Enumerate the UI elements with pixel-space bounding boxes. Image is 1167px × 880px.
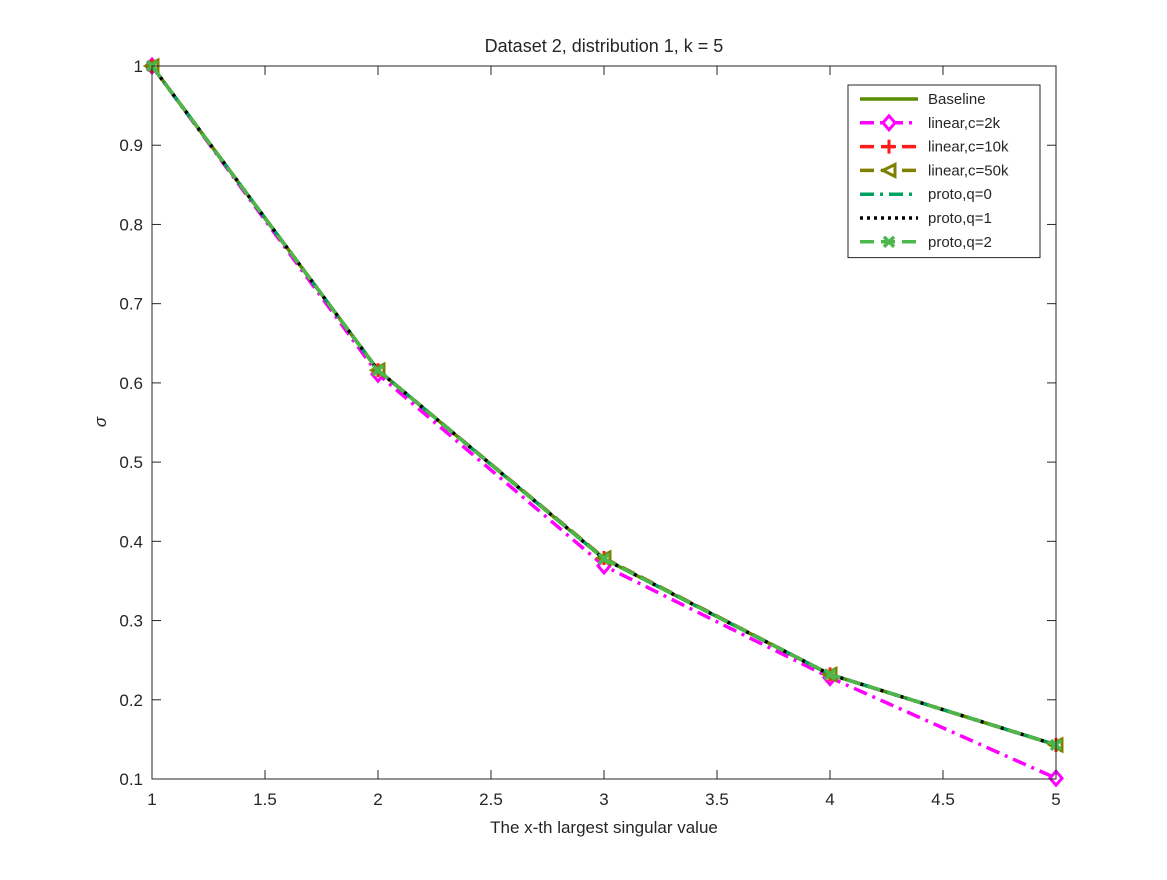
legend-marker <box>881 113 897 133</box>
legend-marker <box>879 161 897 179</box>
axes-layer: 1 1.5 2 2.5 3 3.5 4 4.5 5 0.1 0.2 0.3 0.4 0.5 0.6 0.7 0.… <box>119 57 1060 809</box>
x-tick-label: 1.5 <box>253 790 277 809</box>
y-tick-label: 0.2 <box>119 691 143 710</box>
chart-title: Dataset 2, distribution 1, k = 5 <box>485 36 724 56</box>
y-tick-label: 0.4 <box>119 532 143 551</box>
y-tick-label: 0.1 <box>119 770 143 789</box>
legend-label: Baseline <box>928 91 986 108</box>
legend-item-7: proto,q=2 <box>860 234 992 251</box>
series-7-point-4 <box>823 668 837 681</box>
y-tick-label: 0.3 <box>119 612 143 631</box>
series-7-point-2 <box>371 363 385 377</box>
y-tick-label: 1 <box>134 57 143 76</box>
series-layer <box>142 56 1064 788</box>
x-axis-label: The x-th largest singular value <box>490 818 718 837</box>
legend-item-3: linear,c=10k <box>860 139 1009 156</box>
legend-label: proto,q=1 <box>928 210 992 227</box>
y-tick-label: 0.5 <box>119 453 143 472</box>
legend-item-5: proto,q=0 <box>860 186 992 203</box>
x-tick-label: 3 <box>599 790 608 809</box>
y-tick-label: 0.6 <box>119 374 143 393</box>
x-tick-label: 2 <box>373 790 382 809</box>
legend-item-2: linear,c=2k <box>860 113 1001 133</box>
y-tick-label: 0.9 <box>119 136 143 155</box>
legend-box <box>847 84 1041 259</box>
series-7-point-3 <box>597 552 611 565</box>
x-tick-label: 5 <box>1051 790 1060 809</box>
legend: Baseline linear,c=2k linear,c=10k linear,c=… <box>847 84 1041 259</box>
legend-label: linear,c=2k <box>928 115 1001 132</box>
legend-label: linear,c=50k <box>928 162 1009 179</box>
legend-marker <box>882 139 896 154</box>
legend-item-6: proto,q=1 <box>860 210 992 227</box>
x-tick-label: 4.5 <box>931 790 955 809</box>
legend-item-4: linear,c=50k <box>860 161 1009 179</box>
legend-label: proto,q=0 <box>928 186 992 203</box>
y-axis-label: σ <box>91 416 110 427</box>
legend-item-1: Baseline <box>860 91 986 108</box>
x-tick-label: 1 <box>147 790 156 809</box>
y-tick-label: 0.8 <box>119 215 143 234</box>
legend-label: linear,c=10k <box>928 139 1009 156</box>
x-tick-label: 2.5 <box>479 790 503 809</box>
x-tick-label: 3.5 <box>705 790 729 809</box>
legend-marker <box>882 235 896 249</box>
y-tick-label: 0.7 <box>119 295 143 314</box>
legend-label: proto,q=2 <box>928 234 992 251</box>
x-tick-label: 4 <box>825 790 834 809</box>
